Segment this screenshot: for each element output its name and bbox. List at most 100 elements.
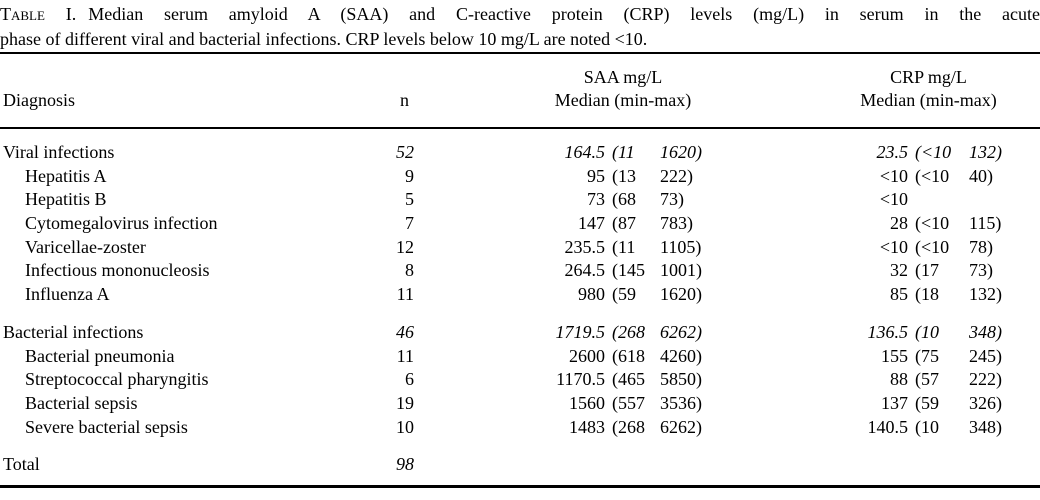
header-n: n xyxy=(400,90,409,110)
table-caption: Table I. Median serum amyloid A (SAA) and… xyxy=(0,0,1040,52)
table-row: Bacterial sepsis 19 1560 (557 3536) 137 (59… xyxy=(0,392,1040,416)
table-row: Streptococcal pharyngitis 6 1170.5 (465 58… xyxy=(0,368,1040,392)
saa-min: (13 xyxy=(612,165,636,186)
saa-cell: 1170.5 (465 5850) xyxy=(414,368,727,392)
table-row: Infectious mononucleosis 8 264.5 (145 1001… xyxy=(0,259,1040,283)
crp-median: <10 xyxy=(879,165,908,186)
saa-cell: 235.5 (11 1105) xyxy=(414,236,727,260)
saa-min: (268 xyxy=(612,416,645,437)
saa-median: 1170.5 xyxy=(556,369,605,390)
crp-median: <10 xyxy=(879,189,908,210)
table-header-row: Diagnosis n SAA mg/L Median (min-max) CR… xyxy=(0,54,1040,127)
crp-median: 136.5 xyxy=(867,321,909,342)
section-gap xyxy=(0,307,1040,321)
crp-max: 348) xyxy=(969,321,1002,342)
saa-median: 1483 xyxy=(569,416,605,437)
saa-min: (557 xyxy=(612,392,645,413)
crp-min: (10 xyxy=(915,416,939,437)
crp-cell: <10 (<10 78) xyxy=(727,236,1040,260)
crp-cell: <10 xyxy=(727,188,1040,212)
crp-max: 40) xyxy=(969,165,993,186)
saa-max: 1001) xyxy=(660,260,702,281)
diagnosis-cell: Influenza A xyxy=(25,284,110,305)
table-row: Severe bacterial sepsis 10 1483 (268 6262)… xyxy=(0,416,1040,440)
crp-cell: 137 (59 326) xyxy=(727,392,1040,416)
saa-min: (59 xyxy=(612,284,636,305)
saa-max: 222) xyxy=(660,165,693,186)
header-crp-median: Median (min-max) xyxy=(860,90,997,110)
saa-cell: 1560 (557 3536) xyxy=(414,392,727,416)
crp-max: 348) xyxy=(969,416,1002,437)
crp-median: 140.5 xyxy=(867,416,909,437)
saa-max: 73) xyxy=(660,189,684,210)
diagnosis-cell: Bacterial pneumonia xyxy=(25,345,175,366)
crp-min: (<10 xyxy=(915,236,950,257)
table-row: Viral infections 52 164.5 (11 1620) 23.5 (<… xyxy=(0,141,1040,165)
saa-max: 1620) xyxy=(660,284,702,305)
n-cell: 9 xyxy=(405,165,414,186)
crp-median: 32 xyxy=(890,260,908,281)
saa-median: 164.5 xyxy=(564,142,606,162)
saa-median: 147 xyxy=(578,213,605,234)
saa-median: 95 xyxy=(587,165,605,186)
n-cell: 11 xyxy=(396,345,414,366)
saa-max: 783) xyxy=(660,213,693,234)
n-cell: 7 xyxy=(405,213,414,234)
crp-min: (<10 xyxy=(915,165,950,186)
diagnosis-cell: Hepatitis A xyxy=(25,165,107,186)
crp-cell xyxy=(727,453,1040,477)
saa-max: 4260) xyxy=(660,345,702,366)
diagnosis-cell: Varicellae-zoster xyxy=(25,236,146,257)
crp-max: 78) xyxy=(969,236,993,257)
n-cell: 5 xyxy=(405,189,414,210)
table-row: Varicellae-zoster 12 235.5 (11 1105) <10 (<… xyxy=(0,236,1040,260)
n-cell: 8 xyxy=(405,260,414,281)
diagnosis-cell: Bacterial infections xyxy=(3,321,144,342)
diagnosis-cell: Severe bacterial sepsis xyxy=(25,416,188,437)
saa-min: (87 xyxy=(612,213,636,234)
saa-min: (68 xyxy=(612,189,636,210)
table-row: Cytomegalovirus infection 7 147 (87 783) 2… xyxy=(0,212,1040,236)
saa-median: 980 xyxy=(578,284,605,305)
table-row: Influenza A 11 980 (59 1620) 85 (18 132) xyxy=(0,283,1040,307)
saa-cell: 1719.5 (268 6262) xyxy=(414,321,727,345)
saa-max: 3536) xyxy=(660,392,702,413)
saa-median: 264.5 xyxy=(564,260,606,281)
saa-cell: 264.5 (145 1001) xyxy=(414,259,727,283)
crp-median: 88 xyxy=(890,369,908,390)
caption-line-2: phase of different viral and bacterial i… xyxy=(0,29,648,49)
crp-max: 245) xyxy=(969,345,1002,366)
caption-line-1: Table I. Median serum amyloid A (SAA) and… xyxy=(0,2,1040,27)
header-crp-units: CRP mg/L xyxy=(890,67,967,87)
table-row: Bacterial infections 46 1719.5 (268 6262) … xyxy=(0,321,1040,345)
saa-max: 1105) xyxy=(660,236,702,257)
n-cell: 52 xyxy=(396,142,414,162)
crp-median: 85 xyxy=(890,284,908,305)
n-cell: 11 xyxy=(396,284,414,305)
saa-max: 1620) xyxy=(660,142,702,162)
saa-cell: 164.5 (11 1620) xyxy=(414,141,727,165)
crp-cell: 88 (57 222) xyxy=(727,368,1040,392)
crp-cell: 140.5 (10 348) xyxy=(727,416,1040,440)
crp-max: 132) xyxy=(969,142,1002,162)
crp-cell: <10 (<10 40) xyxy=(727,165,1040,189)
saa-median: 73 xyxy=(587,189,605,210)
crp-median: 23.5 xyxy=(876,142,909,162)
diagnosis-cell: Streptococcal pharyngitis xyxy=(25,369,209,390)
crp-cell: 32 (17 73) xyxy=(727,259,1040,283)
saa-min: (145 xyxy=(612,260,645,281)
table-row: Hepatitis A 9 95 (13 222) <10 (<10 40) xyxy=(0,165,1040,189)
saa-cell: 2600 (618 4260) xyxy=(414,345,727,369)
saa-max: 6262) xyxy=(660,416,702,437)
diagnosis-cell: Hepatitis B xyxy=(25,189,107,210)
saa-min: (465 xyxy=(612,369,645,390)
table-row: Hepatitis B 5 73 (68 73) <10 xyxy=(0,188,1040,212)
table-body: Viral infections 52 164.5 (11 1620) 23.5 (<… xyxy=(0,129,1040,485)
header-crp: CRP mg/L Median (min-max) xyxy=(727,66,1040,112)
diagnosis-cell: Cytomegalovirus infection xyxy=(25,213,218,234)
top-rule xyxy=(0,52,1040,54)
table-row: Bacterial pneumonia 11 2600 (618 4260) 155… xyxy=(0,345,1040,369)
crp-min: (57 xyxy=(915,369,939,390)
diagnosis-cell: Infectious mononucleosis xyxy=(25,260,210,281)
saa-median: 2600 xyxy=(569,345,605,366)
